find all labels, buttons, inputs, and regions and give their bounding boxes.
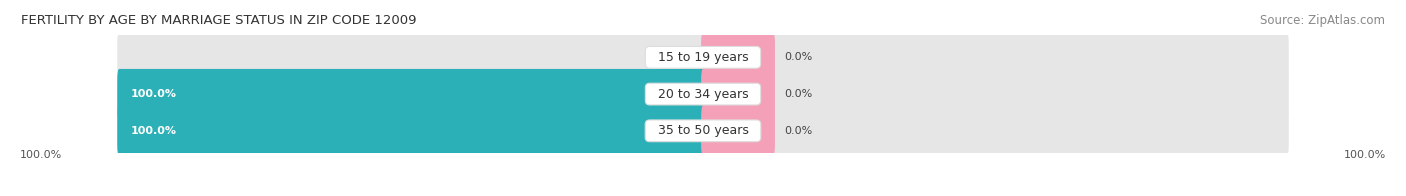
Text: 0.0%: 0.0% xyxy=(785,52,813,62)
Text: Source: ZipAtlas.com: Source: ZipAtlas.com xyxy=(1260,14,1385,27)
FancyBboxPatch shape xyxy=(702,32,775,83)
Text: 100.0%: 100.0% xyxy=(131,126,177,136)
Text: 35 to 50 years: 35 to 50 years xyxy=(650,124,756,137)
FancyBboxPatch shape xyxy=(702,69,1289,119)
Text: 100.0%: 100.0% xyxy=(20,150,62,160)
FancyBboxPatch shape xyxy=(702,106,1289,156)
Text: 0.0%: 0.0% xyxy=(785,126,813,136)
FancyBboxPatch shape xyxy=(702,69,775,119)
FancyBboxPatch shape xyxy=(702,106,775,156)
FancyBboxPatch shape xyxy=(702,32,1289,83)
Text: FERTILITY BY AGE BY MARRIAGE STATUS IN ZIP CODE 12009: FERTILITY BY AGE BY MARRIAGE STATUS IN Z… xyxy=(21,14,416,27)
FancyBboxPatch shape xyxy=(117,69,704,119)
FancyBboxPatch shape xyxy=(117,106,704,156)
FancyBboxPatch shape xyxy=(117,69,704,119)
FancyBboxPatch shape xyxy=(117,32,704,83)
Text: 100.0%: 100.0% xyxy=(131,89,177,99)
Text: 20 to 34 years: 20 to 34 years xyxy=(650,88,756,101)
Text: 0.0%: 0.0% xyxy=(664,52,692,62)
Text: 100.0%: 100.0% xyxy=(1344,150,1386,160)
Text: 15 to 19 years: 15 to 19 years xyxy=(650,51,756,64)
Text: 0.0%: 0.0% xyxy=(785,89,813,99)
FancyBboxPatch shape xyxy=(117,106,704,156)
